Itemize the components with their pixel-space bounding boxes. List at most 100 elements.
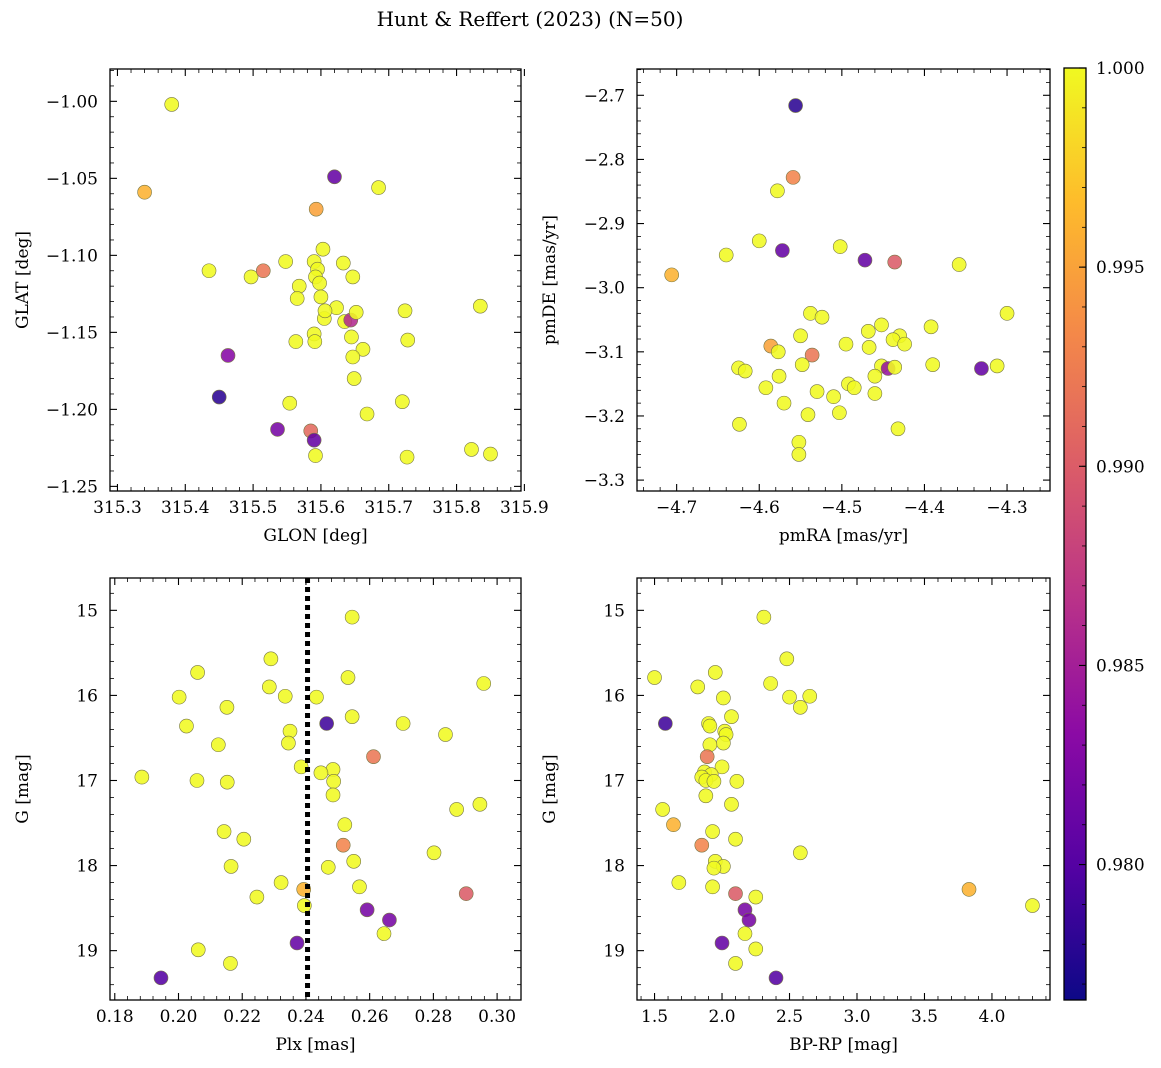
data-point bbox=[309, 689, 324, 705]
data-point bbox=[768, 970, 784, 986]
data-point bbox=[438, 727, 453, 742]
x-tick-label: 0.30 bbox=[478, 1007, 516, 1027]
data-point bbox=[788, 98, 803, 113]
y-tick-label: −3.0 bbox=[584, 279, 625, 299]
x-tick-label: 0.24 bbox=[287, 1007, 325, 1027]
data-point bbox=[793, 328, 808, 344]
scatter-points bbox=[134, 609, 492, 986]
y-tick-label: −2.8 bbox=[584, 150, 625, 170]
panels: 315.3 315.4 315.5 315.6 315.7 315.8 315.9 −1.25… bbox=[13, 68, 1051, 1055]
data-point bbox=[793, 700, 808, 715]
data-point bbox=[223, 859, 239, 874]
data-point bbox=[134, 769, 150, 785]
x-tick-label: 315.8 bbox=[432, 498, 481, 518]
data-point bbox=[313, 765, 329, 781]
data-point bbox=[999, 306, 1015, 321]
data-point bbox=[867, 368, 883, 384]
data-point bbox=[320, 859, 336, 875]
axis-ticks: 1.5 2.0 2.5 3.0 3.5 4.0 15 16 17 18 19 bbox=[603, 578, 1050, 1027]
data-point bbox=[732, 417, 747, 432]
data-point bbox=[861, 340, 877, 355]
data-point bbox=[887, 254, 903, 270]
data-point bbox=[307, 334, 323, 349]
colorbar-gradient bbox=[1064, 68, 1086, 1000]
data-point bbox=[737, 363, 753, 379]
data-point bbox=[728, 831, 743, 847]
colorbar-tick-label: 0.990 bbox=[1096, 457, 1145, 477]
scatter-points bbox=[647, 609, 1040, 986]
data-point bbox=[346, 854, 362, 869]
axis-ticks: 315.3 315.4 315.5 315.6 315.7 315.8 315.9 −1.25… bbox=[46, 69, 549, 518]
y-tick-label: 19 bbox=[603, 942, 625, 962]
data-point bbox=[705, 879, 720, 895]
data-point bbox=[352, 879, 367, 895]
data-point bbox=[263, 651, 279, 667]
data-point bbox=[702, 718, 718, 734]
data-point bbox=[359, 902, 375, 918]
data-point bbox=[785, 170, 801, 185]
data-point bbox=[664, 267, 679, 283]
data-point bbox=[809, 384, 825, 399]
scatter-points bbox=[137, 97, 498, 465]
data-point bbox=[974, 361, 989, 376]
data-point bbox=[793, 845, 808, 861]
data-point bbox=[729, 774, 745, 789]
data-point bbox=[236, 831, 252, 847]
y-axis-label: G [mag] bbox=[13, 754, 33, 823]
data-point bbox=[923, 319, 939, 335]
x-tick-label: 0.26 bbox=[351, 1007, 389, 1027]
data-point bbox=[728, 886, 743, 901]
data-point bbox=[366, 749, 381, 764]
y-tick-label: 18 bbox=[76, 857, 98, 877]
data-point bbox=[748, 889, 764, 905]
data-point bbox=[308, 448, 323, 463]
data-point bbox=[335, 837, 351, 853]
data-point bbox=[671, 875, 687, 890]
y-tick-label: 16 bbox=[76, 686, 98, 706]
x-tick-label: 315.7 bbox=[364, 498, 413, 518]
data-point bbox=[319, 716, 334, 731]
data-point bbox=[325, 787, 341, 803]
x-axis-label: Plx [mas] bbox=[275, 1035, 355, 1055]
x-tick-label: 0.20 bbox=[160, 1007, 198, 1027]
data-point bbox=[724, 709, 739, 724]
data-point bbox=[337, 817, 353, 833]
y-tick-label: −3.2 bbox=[584, 407, 625, 427]
x-tick-label: −4.7 bbox=[656, 498, 697, 518]
y-axis-label: G [mag] bbox=[540, 754, 560, 823]
data-point bbox=[483, 446, 498, 462]
colorbar-tick-label: 1.000 bbox=[1096, 59, 1145, 79]
colorbar-tick-label: 0.980 bbox=[1096, 856, 1145, 876]
data-point bbox=[216, 824, 232, 839]
data-point bbox=[771, 368, 787, 384]
y-axis-label: GLAT [deg] bbox=[13, 231, 33, 329]
data-point bbox=[458, 886, 474, 901]
x-tick-label: 3.5 bbox=[911, 1007, 938, 1027]
data-point bbox=[345, 269, 361, 285]
data-point bbox=[890, 421, 906, 437]
colorbar: 0.980 0.985 0.990 0.995 1.000 bbox=[1063, 59, 1145, 1001]
data-point bbox=[190, 942, 206, 958]
data-point bbox=[838, 336, 854, 352]
data-point bbox=[826, 389, 841, 405]
x-tick-label: 3.0 bbox=[843, 1007, 870, 1027]
data-point bbox=[164, 97, 180, 112]
x-tick-label: 315.9 bbox=[500, 498, 549, 518]
data-point bbox=[219, 700, 235, 715]
data-point bbox=[860, 324, 876, 339]
data-point bbox=[313, 289, 329, 305]
data-point bbox=[476, 676, 492, 691]
data-point bbox=[961, 882, 977, 897]
data-point bbox=[802, 688, 818, 704]
data-point bbox=[315, 241, 331, 257]
data-point bbox=[846, 380, 862, 396]
colorbar-tick-label: 0.995 bbox=[1096, 258, 1145, 278]
y-tick-label: −1.05 bbox=[46, 169, 98, 189]
data-point bbox=[201, 263, 217, 279]
y-tick-label: −3.3 bbox=[584, 471, 625, 491]
data-point bbox=[647, 670, 662, 685]
data-point bbox=[262, 679, 277, 695]
y-tick-label: 17 bbox=[603, 771, 625, 791]
data-point bbox=[714, 935, 730, 951]
